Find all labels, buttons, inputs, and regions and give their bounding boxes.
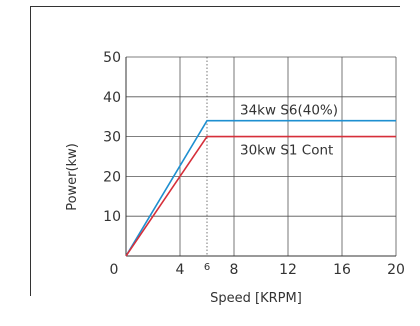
series-label-2: 30kw S1 Cont: [240, 143, 333, 159]
series-line-2: [125, 135, 396, 257]
x-tick-label-4: 4: [176, 262, 185, 278]
y-axis-title: Power(kw): [65, 143, 80, 211]
series-line-1: [125, 119, 396, 257]
y-tick-label-40: 40: [103, 90, 121, 106]
series-label-1: 34kw S6(40%): [240, 103, 338, 119]
y-tick-label-20: 20: [103, 169, 121, 185]
x-tick-label-12: 12: [279, 262, 297, 278]
x-tick-label-16: 16: [333, 262, 351, 278]
y-tick-label-10: 10: [103, 209, 121, 225]
y-tick-label-50: 50: [103, 50, 121, 66]
x-axis-title: Speed [KRPM]: [210, 291, 302, 306]
y-tick-label-30: 30: [103, 130, 121, 146]
x-tick-label-20: 20: [387, 262, 405, 278]
x-tick-label-0: 0: [110, 262, 119, 278]
plot-area: 10 20 30 40 50 0 4 8 12 16 20 6 34kw S6(40%) 30kw S1 …: [103, 50, 405, 278]
x-tick-label-6: 6: [204, 262, 210, 273]
x-tick-label-8: 8: [230, 262, 239, 278]
